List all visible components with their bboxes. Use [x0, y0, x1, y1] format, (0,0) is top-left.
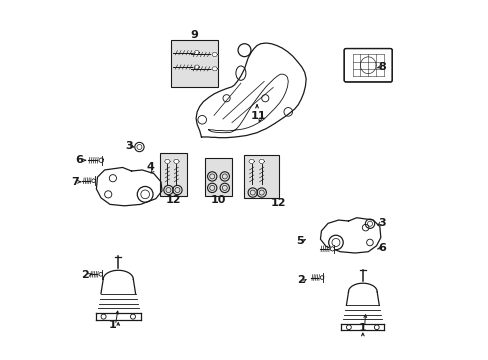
Polygon shape — [194, 65, 199, 69]
FancyBboxPatch shape — [344, 49, 391, 82]
Text: 7: 7 — [71, 177, 79, 187]
Polygon shape — [330, 247, 334, 251]
Text: 1: 1 — [358, 323, 365, 333]
Polygon shape — [92, 179, 95, 183]
Bar — [204, 158, 231, 196]
Text: 3: 3 — [125, 141, 133, 151]
Polygon shape — [248, 159, 254, 163]
Text: 5: 5 — [296, 236, 303, 246]
Polygon shape — [173, 159, 179, 163]
Polygon shape — [194, 51, 199, 55]
Text: 11: 11 — [250, 111, 265, 121]
Text: 2: 2 — [297, 275, 305, 285]
Polygon shape — [99, 158, 103, 163]
Text: 3: 3 — [378, 218, 386, 228]
Text: 6: 6 — [378, 243, 386, 253]
Bar — [171, 40, 217, 87]
Bar — [160, 153, 187, 196]
Polygon shape — [258, 159, 264, 163]
Text: 10: 10 — [210, 195, 225, 206]
Text: 2: 2 — [81, 270, 89, 280]
Polygon shape — [211, 67, 217, 71]
Polygon shape — [99, 272, 102, 276]
Text: 8: 8 — [378, 62, 386, 72]
Polygon shape — [164, 159, 170, 163]
Text: 12: 12 — [165, 195, 181, 205]
Text: 6: 6 — [76, 155, 83, 165]
Text: 1: 1 — [109, 320, 117, 330]
Bar — [244, 155, 278, 198]
Text: 9: 9 — [190, 30, 198, 40]
Polygon shape — [211, 53, 217, 57]
Text: 12: 12 — [270, 198, 286, 208]
Text: 4: 4 — [146, 162, 154, 172]
Polygon shape — [320, 275, 323, 280]
